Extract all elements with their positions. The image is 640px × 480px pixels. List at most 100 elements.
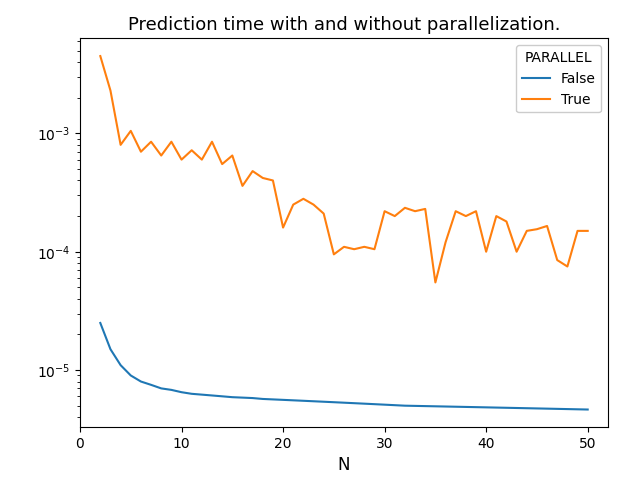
Legend: False, True: False, True — [516, 45, 601, 112]
False — [208, 393, 216, 398]
False — [259, 396, 267, 402]
True — [188, 147, 196, 153]
True — [228, 153, 236, 158]
False — [350, 400, 358, 406]
True — [421, 206, 429, 212]
True — [340, 244, 348, 250]
True — [483, 249, 490, 254]
False — [279, 397, 287, 403]
Line: False: False — [100, 323, 588, 409]
True — [492, 213, 500, 219]
False — [289, 397, 297, 403]
True — [431, 279, 439, 285]
True — [360, 244, 368, 250]
True — [249, 168, 257, 174]
False — [168, 387, 175, 393]
False — [107, 347, 115, 352]
True — [452, 208, 460, 214]
True — [300, 196, 307, 202]
Title: Prediction time with and without parallelization.: Prediction time with and without paralle… — [128, 16, 560, 34]
True — [259, 175, 267, 181]
False — [442, 404, 449, 409]
True — [269, 178, 276, 183]
True — [279, 225, 287, 230]
False — [269, 396, 276, 402]
True — [573, 228, 581, 234]
False — [228, 394, 236, 400]
False — [431, 403, 439, 409]
False — [573, 407, 581, 412]
True — [584, 228, 591, 234]
False — [218, 394, 226, 399]
True — [543, 223, 551, 229]
X-axis label: N: N — [338, 456, 350, 474]
True — [462, 213, 470, 219]
False — [584, 407, 591, 412]
True — [147, 139, 155, 144]
True — [502, 218, 510, 224]
True — [533, 226, 541, 232]
True — [218, 161, 226, 167]
False — [116, 362, 124, 368]
False — [147, 382, 155, 388]
False — [310, 398, 317, 404]
False — [330, 399, 338, 405]
False — [137, 379, 145, 384]
True — [554, 257, 561, 263]
True — [564, 264, 572, 269]
False — [564, 406, 572, 412]
False — [97, 320, 104, 326]
False — [492, 405, 500, 410]
False — [198, 392, 205, 397]
False — [320, 399, 328, 405]
True — [107, 88, 115, 94]
False — [300, 398, 307, 404]
Line: True: True — [100, 56, 588, 282]
True — [371, 246, 378, 252]
True — [513, 249, 520, 254]
False — [554, 406, 561, 412]
False — [391, 402, 399, 408]
True — [472, 208, 480, 214]
False — [188, 391, 196, 396]
True — [350, 246, 358, 252]
False — [371, 401, 378, 407]
True — [208, 139, 216, 144]
True — [391, 213, 399, 219]
False — [502, 405, 510, 411]
True — [127, 128, 134, 134]
True — [412, 208, 419, 214]
False — [421, 403, 429, 409]
True — [310, 202, 317, 207]
True — [168, 139, 175, 144]
True — [97, 53, 104, 59]
True — [157, 153, 165, 158]
True — [137, 149, 145, 155]
False — [381, 402, 388, 408]
True — [198, 157, 205, 163]
False — [472, 404, 480, 410]
True — [442, 240, 449, 245]
False — [452, 404, 460, 409]
True — [178, 157, 186, 163]
False — [523, 405, 531, 411]
False — [401, 403, 409, 408]
True — [320, 211, 328, 216]
False — [340, 400, 348, 406]
False — [178, 389, 186, 395]
False — [513, 405, 520, 411]
False — [462, 404, 470, 410]
True — [239, 183, 246, 189]
True — [330, 252, 338, 257]
True — [289, 202, 297, 207]
True — [381, 208, 388, 214]
False — [483, 405, 490, 410]
False — [157, 385, 165, 391]
True — [401, 205, 409, 211]
False — [360, 401, 368, 407]
False — [249, 395, 257, 401]
False — [412, 403, 419, 409]
False — [543, 406, 551, 411]
False — [127, 372, 134, 378]
True — [523, 228, 531, 234]
